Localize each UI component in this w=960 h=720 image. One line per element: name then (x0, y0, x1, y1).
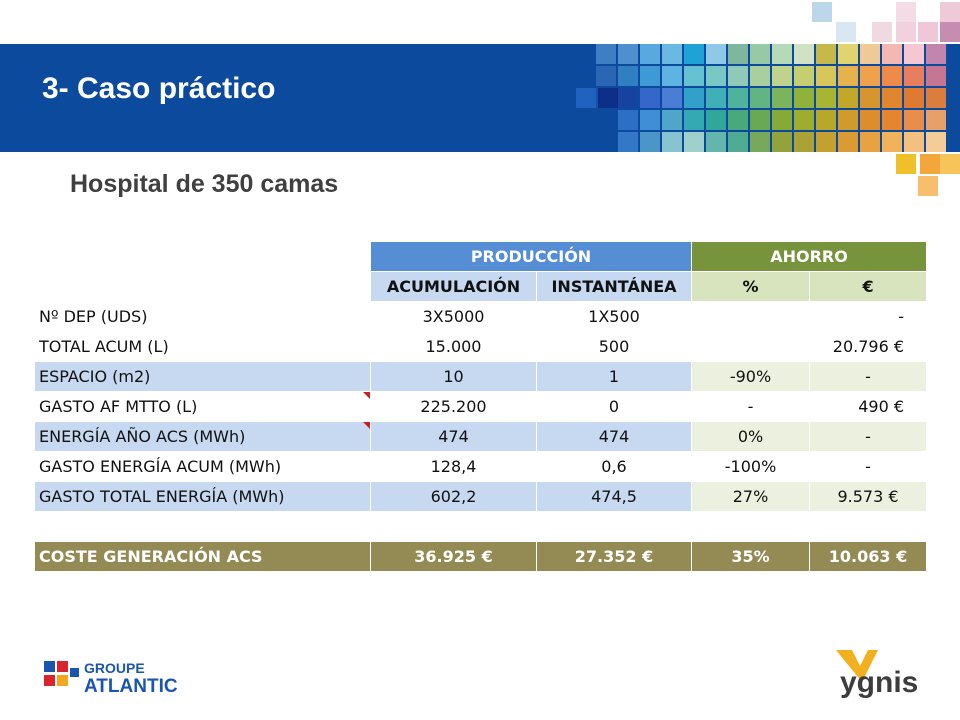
cell-acumulacion: 10 (370, 361, 537, 392)
row-label-cell: ENERGÍA AÑO ACS (MWh) (34, 421, 371, 452)
header-produccion: PRODUCCIÓN (369, 241, 693, 272)
header-ahorro: AHORRO (691, 241, 928, 272)
sub-header-row: ACUMULACIÓN INSTANTÁNEA % € (34, 271, 928, 302)
cell-instantanea: 500 (535, 331, 693, 362)
cell-acumulacion: 15.000 (370, 331, 537, 362)
cell-acumulacion: 3X5000 (370, 301, 537, 332)
spacer-row (34, 511, 928, 542)
cell-acumulacion: 128,4 (370, 451, 537, 482)
total-euro: 10.063 € (809, 541, 928, 572)
slide-title: 3- Caso práctico (42, 72, 276, 105)
slide-subtitle: Hospital de 350 camas (70, 170, 339, 198)
cell-euro: 490 € (809, 391, 928, 422)
cell-instantanea: 0,6 (535, 451, 693, 482)
color-mosaic-decoration (576, 2, 960, 196)
cell-percent (691, 301, 811, 332)
cell-percent: - (691, 391, 811, 422)
total-row: COSTE GENERACIÓN ACS 36.925 € 27.352 € 3… (34, 541, 928, 572)
table-row: TOTAL ACUM (L) 15.000 500 20.796 € (34, 331, 928, 362)
row-label: GASTO TOTAL ENERGÍA (MWh) (34, 481, 371, 512)
cell-euro: - (809, 301, 928, 332)
cell-euro: - (809, 421, 928, 452)
total-label: COSTE GENERACIÓN ACS (34, 541, 371, 572)
row-label: GASTO ENERGÍA ACUM (MWh) (34, 451, 371, 482)
logo-text-groupe: GROUPE (84, 660, 145, 676)
empty-subheader-cell (34, 271, 371, 302)
cell-instantanea: 1X500 (535, 301, 693, 332)
row-label: GASTO AF MTTO (L) (39, 397, 198, 416)
cell-euro: 9.573 € (809, 481, 928, 512)
groupe-atlantic-logo: GROUPE ATLANTIC (44, 660, 178, 697)
cell-acumulacion: 602,2 (370, 481, 537, 512)
cell-acumulacion: 225.200 (370, 391, 537, 422)
cell-euro: - (809, 361, 928, 392)
cell-percent: 27% (691, 481, 811, 512)
cell-euro: - (809, 451, 928, 482)
cell-instantanea: 1 (535, 361, 693, 392)
header-group-row: PRODUCCIÓN AHORRO (34, 241, 928, 272)
empty-header-cell (34, 241, 371, 272)
cell-instantanea: 474 (535, 421, 693, 452)
header-acumulacion: ACUMULACIÓN (370, 271, 537, 302)
header-percent: % (691, 271, 811, 302)
row-label: Nº DEP (UDS) (34, 301, 371, 332)
row-label: ESPACIO (m2) (34, 361, 371, 392)
cell-euro: 20.796 € (809, 331, 928, 362)
cell-instantanea: 0 (535, 391, 693, 422)
table-row: GASTO ENERGÍA ACUM (MWh) 128,4 0,6 -100%… (34, 451, 928, 482)
row-label-cell: GASTO AF MTTO (L) (34, 391, 371, 422)
comment-marker-icon (363, 422, 370, 429)
table-row: GASTO TOTAL ENERGÍA (MWh) 602,2 474,5 27… (34, 481, 928, 512)
cell-acumulacion: 474 (370, 421, 537, 452)
comparison-table: PRODUCCIÓN AHORRO ACUMULACIÓN INSTANTÁNE… (34, 241, 928, 572)
cell-percent: -100% (691, 451, 811, 482)
table-row: ENERGÍA AÑO ACS (MWh) 474 474 0% - (34, 421, 928, 452)
cell-percent: -90% (691, 361, 811, 392)
cell-percent: 0% (691, 421, 811, 452)
total-instantanea: 27.352 € (535, 541, 693, 572)
row-label: TOTAL ACUM (L) (34, 331, 371, 362)
table-row: GASTO AF MTTO (L) 225.200 0 - 490 € (34, 391, 928, 422)
logo-text-ygnis: ygnis (840, 666, 918, 699)
cell-instantanea: 474,5 (535, 481, 693, 512)
logo-text-atlantic: ATLANTIC (84, 676, 178, 697)
total-percent: 35% (691, 541, 811, 572)
comment-marker-icon (363, 392, 370, 399)
cell-percent (691, 331, 811, 362)
table-row: ESPACIO (m2) 10 1 -90% - (34, 361, 928, 392)
header-instantanea: INSTANTÁNEA (535, 271, 693, 302)
total-acumulacion: 36.925 € (370, 541, 537, 572)
header-euro: € (809, 271, 928, 302)
row-label: ENERGÍA AÑO ACS (MWh) (39, 427, 246, 446)
table-row: Nº DEP (UDS) 3X5000 1X500 - (34, 301, 928, 332)
ygnis-logo: ygnis (836, 650, 918, 699)
